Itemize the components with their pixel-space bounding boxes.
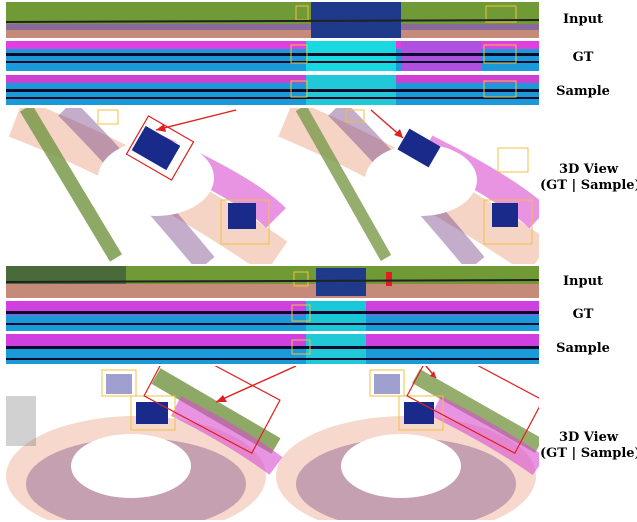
panel-a-3d-view-label: 3D View (GT | Sample) xyxy=(540,162,637,194)
panel-a-input-label: Input xyxy=(562,12,604,27)
input-range-image xyxy=(6,2,539,38)
gt-range-image xyxy=(6,41,539,71)
point-cloud-3d-view xyxy=(6,366,539,520)
panel-a-3d-view-title: 3D View xyxy=(558,162,619,177)
panel-b-3d-view-subtitle: (GT | Sample) xyxy=(540,446,637,461)
gt-point-cloud xyxy=(6,366,283,520)
panel-b-sample-label: Sample xyxy=(556,341,610,356)
point-cloud-3d-view xyxy=(6,108,539,264)
gt-point-cloud xyxy=(8,108,288,264)
gt-range-image xyxy=(6,301,539,331)
panel-a-input-strip xyxy=(6,2,539,38)
panel-b-sample-strip xyxy=(6,334,539,364)
panel-b-input-strip xyxy=(6,266,539,298)
panel-b-3d-view-label: 3D View (GT | Sample) xyxy=(540,430,637,462)
panel-a-3d-view xyxy=(6,108,539,264)
panel-a-sample-strip xyxy=(6,75,539,105)
panel-b-input-label: Input xyxy=(562,274,604,289)
input-range-image xyxy=(6,266,539,298)
panel-b-gt-label: GT xyxy=(572,307,594,322)
correspondence-arrows xyxy=(155,109,404,139)
panel-b-gt-strip xyxy=(6,301,539,331)
panel-a-3d-view-subtitle: (GT | Sample) xyxy=(540,178,637,193)
correspondence-arrows xyxy=(215,366,437,403)
panel-a-sample-label: Sample xyxy=(556,84,610,99)
sample-range-image xyxy=(6,75,539,105)
panel-b-3d-view xyxy=(6,366,539,520)
panel-b-3d-view-title: 3D View xyxy=(558,430,619,445)
panel-a-gt-label: GT xyxy=(572,50,594,65)
sample-range-image xyxy=(6,334,539,364)
sample-point-cloud xyxy=(276,366,539,520)
sample-point-cloud xyxy=(278,108,539,264)
panel-a-gt-strip xyxy=(6,41,539,71)
